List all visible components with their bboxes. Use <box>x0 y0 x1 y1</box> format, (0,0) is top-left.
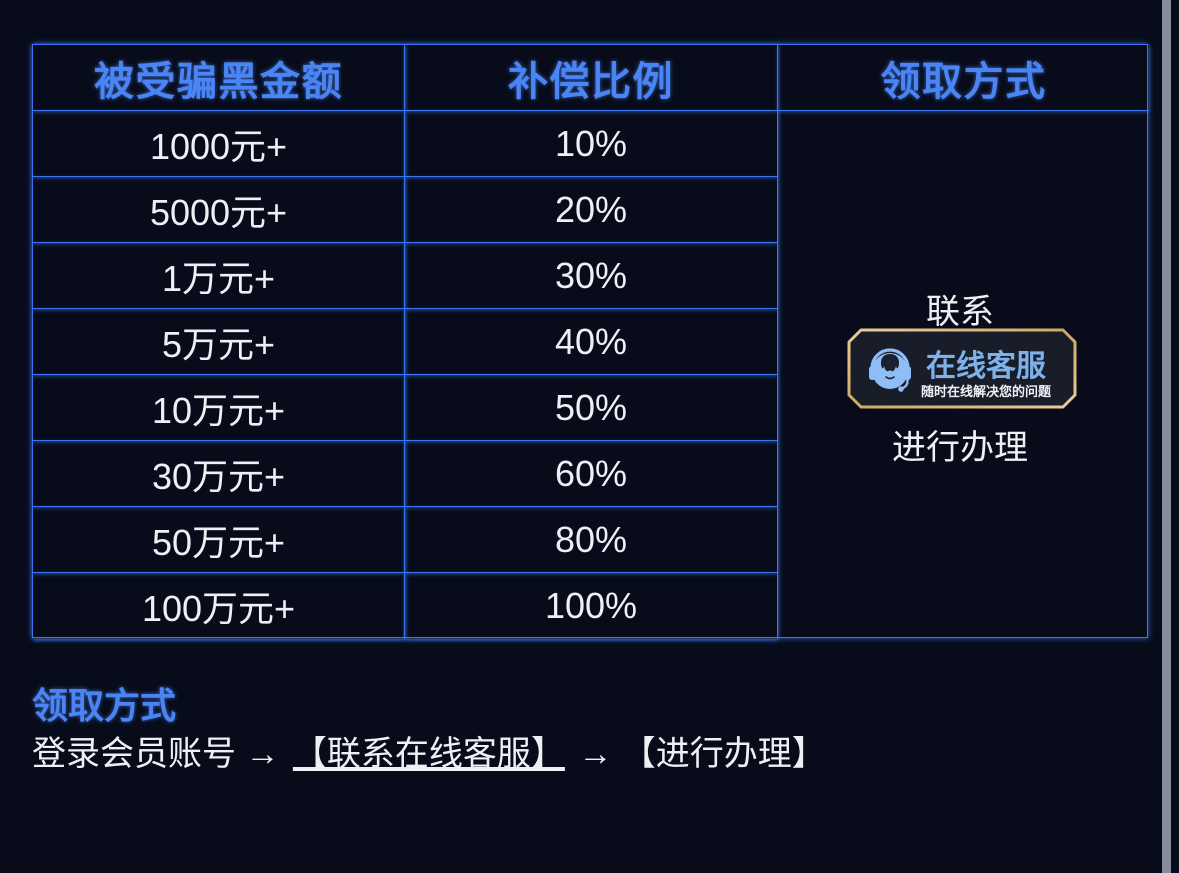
svg-text:随时在线解决您的问题: 随时在线解决您的问题 <box>921 384 1052 399</box>
svg-text:在线客服: 在线客服 <box>926 349 1047 383</box>
